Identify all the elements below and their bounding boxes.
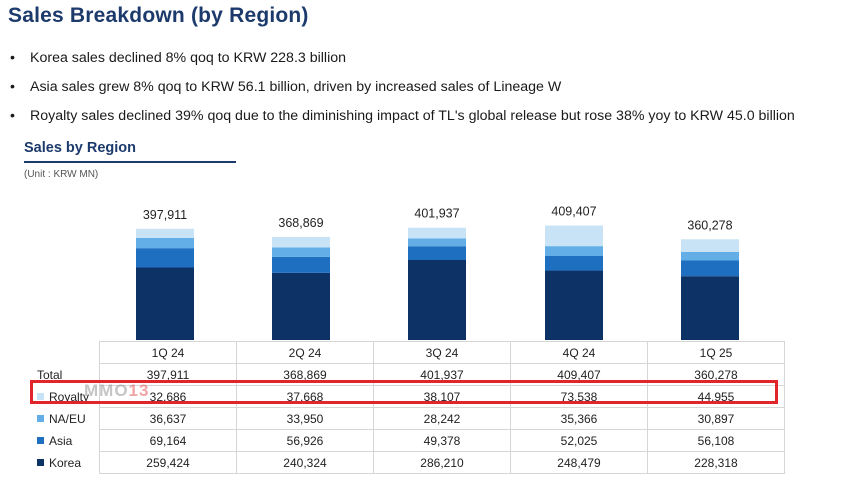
bar-segment-asia-3Q-24 [408, 246, 466, 261]
bullet-asia: Asia sales grew 8% qoq to KRW 56.1 billi… [10, 73, 795, 102]
watermark-logo: MMO13 [84, 381, 150, 400]
chart-title-underline [24, 161, 236, 163]
summary-bullets: Korea sales declined 8% qoq to KRW 228.3… [10, 44, 795, 131]
total-label-1Q-25: 360,278 [687, 218, 732, 232]
bar-segment-royalty-2Q-24 [272, 236, 330, 248]
table-cell: 259,424 [99, 451, 237, 474]
korea-swatch [37, 458, 44, 466]
bar-segment-royalty-4Q-24 [545, 225, 603, 247]
table-cell: 28,242 [373, 407, 511, 430]
bar-segment-na-eu-1Q-25 [681, 251, 739, 261]
page-title: Sales Breakdown (by Region) [8, 4, 309, 27]
table-cell: 69,164 [99, 429, 237, 452]
stacked-bar-chart: 397,911 368,869 401,937 409,407 360,278 [136, 205, 739, 340]
header-cell: 4Q 24 [510, 341, 648, 364]
bar-segment-asia-1Q-25 [681, 260, 739, 277]
table-cell: 49,378 [373, 429, 511, 452]
total-label-3Q-24: 401,937 [414, 207, 459, 221]
bar-segment-korea-1Q-24 [136, 267, 194, 340]
bar-segment-korea-2Q-24 [272, 272, 330, 340]
header-cell: 1Q 25 [647, 341, 785, 364]
table-cell: 240,324 [236, 451, 374, 474]
bullet-korea: Korea sales declined 8% qoq to KRW 228.3… [10, 44, 795, 73]
table-row-korea: Korea 259,424 240,324 286,210 248,479 22… [33, 451, 785, 474]
row-label-korea: Korea [33, 451, 100, 474]
bar-segment-royalty-1Q-25 [681, 239, 739, 252]
bar-segment-korea-4Q-24 [545, 270, 603, 340]
na-eu-swatch [37, 414, 44, 422]
total-label-2Q-24: 368,869 [278, 216, 323, 230]
table-cell: 30,897 [647, 407, 785, 430]
table-cell: 56,108 [647, 429, 785, 452]
royalty-highlight-box [30, 380, 778, 404]
table-cell: 36,637 [99, 407, 237, 430]
table-row-na-eu: NA/EU 36,637 33,950 28,242 35,366 30,897 [33, 407, 785, 430]
bullet-royalty: Royalty sales declined 39% qoq due to th… [10, 102, 795, 131]
table-cell: 286,210 [373, 451, 511, 474]
header-cell: 2Q 24 [236, 341, 374, 364]
table-cell: 33,950 [236, 407, 374, 430]
asia-swatch [37, 436, 44, 444]
chart-title: Sales by Region [24, 140, 137, 156]
table-cell: 228,318 [647, 451, 785, 474]
royalty-swatch [37, 392, 44, 400]
bar-segment-royalty-1Q-24 [136, 228, 194, 238]
total-label-1Q-24: 397,911 [143, 208, 187, 222]
header-cell: 3Q 24 [373, 341, 511, 364]
row-label-na-eu: NA/EU [33, 407, 100, 430]
bar-segment-royalty-3Q-24 [408, 227, 466, 239]
table-header-row: 1Q 24 2Q 24 3Q 24 4Q 24 1Q 25 [33, 341, 785, 364]
bar-segment-korea-1Q-25 [681, 276, 739, 340]
total-label-4Q-24: 409,407 [551, 205, 596, 219]
bar-segment-asia-2Q-24 [272, 256, 330, 273]
table-cell: 248,479 [510, 451, 648, 474]
table-cell: 52,025 [510, 429, 648, 452]
bar-segment-asia-4Q-24 [545, 256, 603, 271]
bar-segment-na-eu-4Q-24 [545, 246, 603, 257]
bar-segment-na-eu-3Q-24 [408, 238, 466, 247]
bar-segment-na-eu-2Q-24 [272, 247, 330, 257]
table-cell: 56,926 [236, 429, 374, 452]
row-label-asia: Asia [33, 429, 100, 452]
header-cell: 1Q 24 [99, 341, 237, 364]
data-table: 1Q 24 2Q 24 3Q 24 4Q 24 1Q 25 Total 397,… [33, 341, 785, 474]
bar-segment-na-eu-1Q-24 [136, 237, 194, 249]
table-cell: 35,366 [510, 407, 648, 430]
bar-segment-asia-1Q-24 [136, 248, 194, 268]
table-row-asia: Asia 69,164 56,926 49,378 52,025 56,108 [33, 429, 785, 452]
bar-segment-korea-3Q-24 [408, 260, 466, 340]
unit-label: (Unit : KRW MN) [24, 169, 99, 180]
